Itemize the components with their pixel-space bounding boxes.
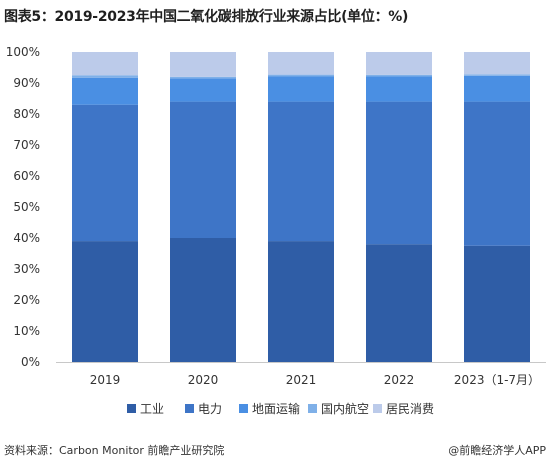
legend-swatch	[308, 404, 317, 413]
bar-segment	[72, 241, 138, 362]
x-tick-label: 2019	[90, 373, 121, 387]
bar-segment	[72, 77, 138, 105]
legend-swatch	[185, 404, 194, 413]
legend-swatch	[127, 404, 136, 413]
legend: 工业 电力 地面运输 国内航空 居民消费	[127, 401, 434, 416]
bar-segment	[268, 241, 334, 362]
bar-segment	[464, 245, 530, 362]
bar-segment	[464, 74, 530, 76]
chart-title: 图表5：2019-2023年中国二氧化碳排放行业来源占比(单位：%)	[4, 9, 409, 25]
x-axis: 2019 2020 2021 2022 2023（1-7月）	[56, 362, 546, 387]
bar-segment	[366, 101, 432, 245]
legend-swatch	[239, 404, 248, 413]
source-note: 资料来源：Carbon Monitor 前瞻产业研究院	[4, 444, 225, 457]
brand-credit: @前瞻经济学人APP	[448, 444, 546, 457]
legend-label: 工业	[140, 402, 164, 416]
bar-segment	[72, 104, 138, 242]
y-tick-label: 0%	[21, 355, 40, 369]
bars-group	[72, 52, 530, 362]
x-tick-label: 2020	[188, 373, 219, 387]
y-tick-label: 30%	[13, 262, 40, 276]
legend-label: 居民消费	[386, 402, 434, 416]
bar-segment	[366, 76, 432, 102]
y-tick-label: 50%	[13, 200, 40, 214]
bar-segment	[170, 78, 236, 102]
bar-segment	[268, 74, 334, 77]
y-tick-label: 60%	[13, 169, 40, 183]
y-tick-label: 100%	[6, 45, 40, 59]
y-tick-label: 10%	[13, 324, 40, 338]
y-axis: 0% 10% 20% 30% 40% 50% 60% 70% 80% 90% 100%	[6, 45, 40, 369]
bar-segment	[464, 101, 530, 246]
bar-segment	[72, 75, 138, 78]
x-tick-label: 2021	[286, 373, 317, 387]
bar-segment	[72, 52, 138, 76]
bar-segment	[268, 101, 334, 242]
bar-segment	[170, 238, 236, 362]
bar-segment	[366, 74, 432, 77]
y-tick-label: 80%	[13, 107, 40, 121]
y-tick-label: 90%	[13, 76, 40, 90]
bar-segment	[170, 52, 236, 77]
legend-swatch	[373, 404, 382, 413]
bar-segment	[464, 75, 530, 102]
bar-segment	[170, 76, 236, 79]
bar-segment	[464, 52, 530, 75]
bar-segment	[366, 52, 432, 75]
bar-segment	[268, 76, 334, 102]
bar-segment	[268, 52, 334, 75]
legend-label: 电力	[198, 402, 222, 416]
y-tick-label: 40%	[13, 231, 40, 245]
legend-label: 地面运输	[252, 401, 300, 416]
x-tick-label: 2022	[384, 373, 415, 387]
bar-segment	[366, 244, 432, 362]
legend-label: 国内航空	[321, 401, 369, 416]
bar-segment	[170, 101, 236, 238]
y-tick-label: 20%	[13, 293, 40, 307]
x-tick-label: 2023（1-7月）	[454, 373, 540, 387]
y-tick-label: 70%	[13, 138, 40, 152]
